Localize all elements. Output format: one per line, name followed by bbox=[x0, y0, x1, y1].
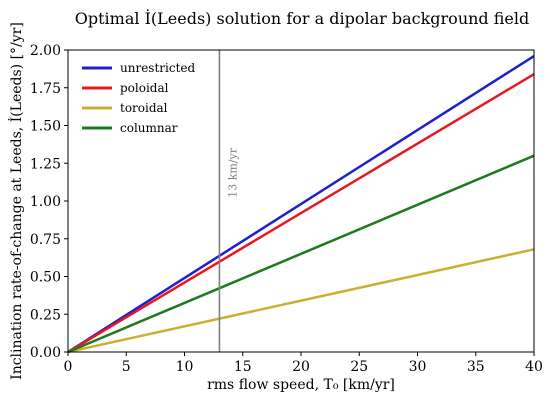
x-tick-label: 30 bbox=[409, 359, 427, 375]
y-axis-label: Inclination rate-of-change at Leeds, İ(L… bbox=[7, 22, 25, 380]
series-line-poloidal bbox=[67, 73, 535, 354]
legend-label-toroidal: toroidal bbox=[120, 101, 168, 115]
y-tick-label: 0.25 bbox=[30, 307, 61, 323]
x-tick-label: 0 bbox=[64, 359, 73, 375]
y-tick-label: 1.75 bbox=[30, 81, 61, 97]
chart-title: Optimal İ(Leeds) solution for a dipolar … bbox=[75, 8, 530, 28]
series-line-columnar bbox=[67, 154, 535, 354]
x-tick-label: 10 bbox=[176, 359, 194, 375]
series-line-toroidal bbox=[67, 248, 535, 354]
x-axis-label: rms flow speed, T₀ [km/yr] bbox=[207, 377, 395, 393]
legend-label-poloidal: poloidal bbox=[120, 81, 169, 95]
legend-label-columnar: columnar bbox=[120, 121, 178, 135]
x-tick-label: 5 bbox=[122, 359, 131, 375]
y-tick-label: 0.75 bbox=[30, 232, 61, 248]
x-tick-label: 40 bbox=[525, 359, 543, 375]
reference-line-label: 13 km/yr bbox=[226, 147, 239, 198]
x-axis: 0 5 10 15 20 25 30 35 40 bbox=[64, 352, 543, 375]
y-axis: 0.00 0.25 0.50 0.75 1.00 1.25 1.50 1.75 2.00 bbox=[30, 43, 68, 361]
y-tick-label: 0.00 bbox=[30, 345, 61, 361]
legend-label-unrestricted: unrestricted bbox=[120, 61, 195, 75]
series-line-unrestricted bbox=[67, 54, 535, 354]
y-tick-label: 1.25 bbox=[30, 156, 61, 172]
y-tick-label: 1.00 bbox=[30, 194, 61, 210]
legend: unrestricted poloidal toroidal columnar bbox=[82, 61, 195, 135]
y-tick-label: 0.50 bbox=[30, 270, 61, 286]
y-tick-label: 1.50 bbox=[30, 119, 61, 135]
x-tick-label: 35 bbox=[467, 359, 485, 375]
plot-area: 13 km/yr bbox=[67, 50, 535, 354]
x-tick-label: 15 bbox=[234, 359, 252, 375]
y-tick-label: 2.00 bbox=[30, 43, 61, 59]
x-tick-label: 20 bbox=[292, 359, 310, 375]
x-tick-label: 25 bbox=[350, 359, 368, 375]
